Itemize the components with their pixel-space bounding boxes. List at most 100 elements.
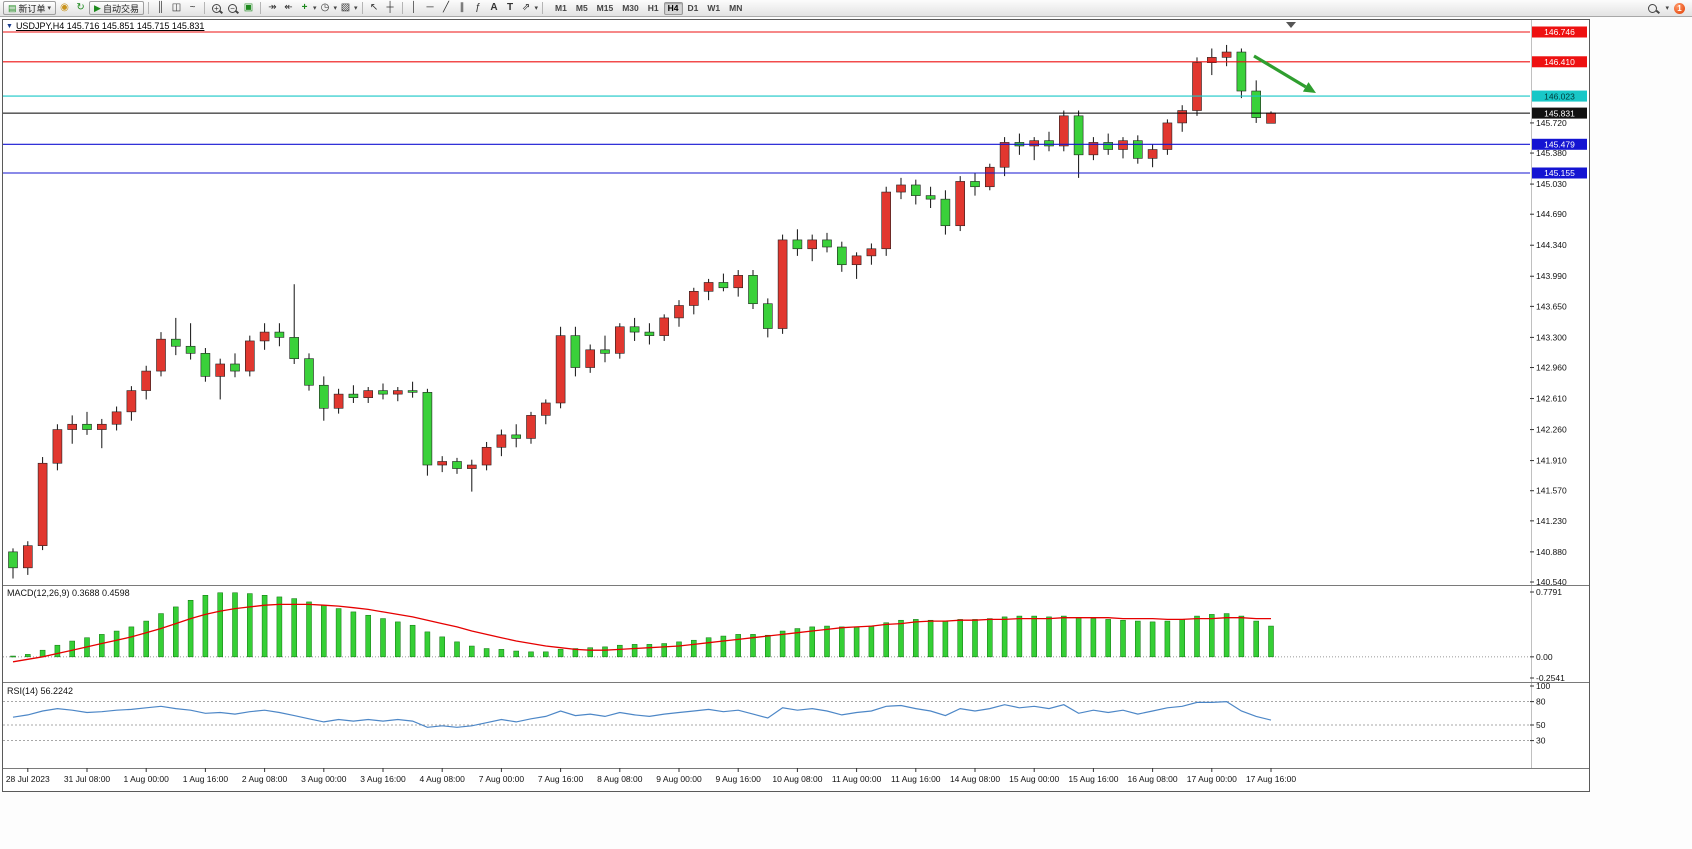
chart-shift-icon[interactable]: ↞	[284, 2, 293, 13]
macd-histogram-bar	[824, 625, 830, 658]
chevron-down-icon[interactable]: ▾	[1665, 5, 1669, 12]
candle-body	[1221, 51, 1232, 58]
trend-arrow-head[interactable]	[1302, 82, 1316, 93]
price-badge	[1532, 138, 1587, 150]
indicators-add-icon[interactable]: +	[301, 2, 308, 13]
macd-histogram-bar	[1179, 619, 1185, 658]
macd-histogram-bar	[54, 644, 61, 658]
candle-body	[274, 331, 285, 338]
candle-body	[925, 195, 936, 200]
collapse-triangle-icon[interactable]: ▼	[6, 22, 13, 30]
macd-histogram-bar	[972, 619, 978, 658]
candle-body	[807, 239, 818, 250]
candle-body	[1044, 140, 1054, 147]
horizontal-line-icon[interactable]: ─	[426, 2, 434, 13]
time-tick-label: 15 Aug 16:00	[1068, 774, 1118, 784]
macd-histogram-bar	[987, 618, 993, 658]
tile-windows-icon[interactable]: ▣	[243, 2, 254, 13]
toolbar-separator	[361, 2, 363, 14]
chevron-down-icon[interactable]: ▾	[534, 5, 539, 12]
cursor-icon[interactable]: ↖	[369, 2, 379, 13]
macd-histogram-bar	[913, 619, 919, 658]
candlestick-chart-icon[interactable]: ◫	[171, 2, 182, 13]
price-badge	[1532, 90, 1587, 102]
period-button-M30[interactable]: M30	[622, 3, 639, 13]
macd-histogram-bar	[261, 595, 268, 658]
search-icon[interactable]	[1645, 1, 1660, 15]
candle-body	[733, 275, 744, 289]
chevron-down-icon[interactable]: ▾	[354, 5, 358, 12]
candle-body	[1192, 62, 1202, 111]
shapes-icon[interactable]: ⇗	[521, 2, 531, 13]
macd-histogram-bar	[10, 655, 16, 658]
price-tick-label: 141.910	[1536, 456, 1567, 466]
macd-histogram-bar	[99, 634, 105, 658]
candle-body	[540, 402, 551, 416]
macd-histogram-bar	[779, 630, 786, 658]
macd-histogram-bar	[543, 651, 549, 658]
trend-arrow-line[interactable]	[1253, 54, 1307, 89]
fibonacci-icon[interactable]: ƒ	[475, 2, 481, 13]
price-badge-label: 145.155	[1544, 168, 1575, 178]
chart-canvas[interactable]: 146.746 146.410 146.023 145.831 145.479 145.1…	[3, 20, 1589, 791]
autotrade-button[interactable]: ▶ 自动交易	[89, 1, 144, 15]
period-button-W1[interactable]: W1	[707, 3, 721, 13]
price-badge	[1532, 56, 1587, 68]
period-button-M1[interactable]: M1	[555, 3, 567, 13]
text-tool-icon[interactable]: A	[490, 2, 498, 13]
candle-body	[289, 337, 300, 359]
time-tick-label: 7 Aug 16:00	[538, 774, 584, 784]
toolbar-separator	[401, 2, 403, 14]
price-badge	[1532, 107, 1587, 119]
period-button-H4[interactable]: H4	[663, 1, 683, 15]
macd-signal-line	[12, 603, 1271, 663]
macd-histogram-bar	[1164, 620, 1171, 658]
time-tick-label: 15 Aug 00:00	[1009, 774, 1059, 784]
zoom-out-icon[interactable]: −	[225, 1, 240, 15]
macd-histogram-bar	[439, 636, 445, 658]
price-tick-label: 145.030	[1536, 179, 1567, 189]
period-button-M15[interactable]: M15	[596, 3, 614, 13]
line-chart-icon[interactable]: ~	[189, 2, 196, 13]
macd-histogram-bar	[395, 621, 401, 658]
zoom-in-icon[interactable]: +	[209, 1, 224, 15]
candle-body	[688, 291, 699, 306]
period-button-D1[interactable]: D1	[687, 3, 699, 13]
macd-histogram-bar	[587, 647, 593, 658]
chart-shift-marker[interactable]	[1286, 22, 1296, 28]
auto-scroll-icon[interactable]: ↠	[268, 2, 277, 13]
refresh-icon[interactable]: ↻	[76, 2, 85, 13]
new-order-button[interactable]: ▤ 新订单 ▾	[3, 1, 57, 15]
channel-icon[interactable]: ∥	[459, 2, 465, 13]
notification-badge[interactable]: 1	[1674, 2, 1685, 14]
periods-clock-icon[interactable]: ◷	[320, 2, 330, 13]
community-icon[interactable]: ◉	[60, 2, 69, 13]
bar-chart-icon[interactable]: ║	[156, 2, 165, 13]
price-tick-label: 142.260	[1536, 425, 1567, 435]
candle-body	[822, 239, 832, 248]
period-button-H1[interactable]: H1	[647, 3, 659, 13]
rsi-axis-label: 50	[1536, 720, 1546, 730]
macd-histogram-bar	[750, 634, 756, 658]
period-button-MN[interactable]: MN	[729, 3, 743, 13]
chevron-down-icon[interactable]: ▾	[333, 5, 338, 12]
crosshair-icon[interactable]: ┼	[386, 2, 394, 13]
trendline-icon[interactable]: ╱	[443, 2, 450, 13]
candle-body	[910, 184, 921, 196]
vertical-line-icon[interactable]: │	[410, 2, 418, 13]
candle-body	[230, 363, 240, 372]
period-button-M5[interactable]: M5	[575, 3, 588, 13]
macd-histogram-bar	[646, 644, 653, 658]
macd-histogram-bar	[143, 620, 149, 658]
template-icon[interactable]: ▧	[340, 2, 351, 13]
label-tool-icon[interactable]: T	[506, 2, 514, 13]
time-tick-label: 3 Aug 16:00	[360, 774, 406, 784]
candle-body	[215, 363, 225, 377]
toolbar-separator	[542, 2, 544, 14]
chevron-down-icon[interactable]: ▾	[312, 5, 317, 12]
macd-label: MACD(12,26,9) 0.3688 0.4598	[7, 588, 130, 598]
time-tick-label: 1 Aug 00:00	[124, 774, 170, 784]
candle-body	[1118, 140, 1128, 150]
macd-histogram-bar	[1149, 621, 1156, 658]
